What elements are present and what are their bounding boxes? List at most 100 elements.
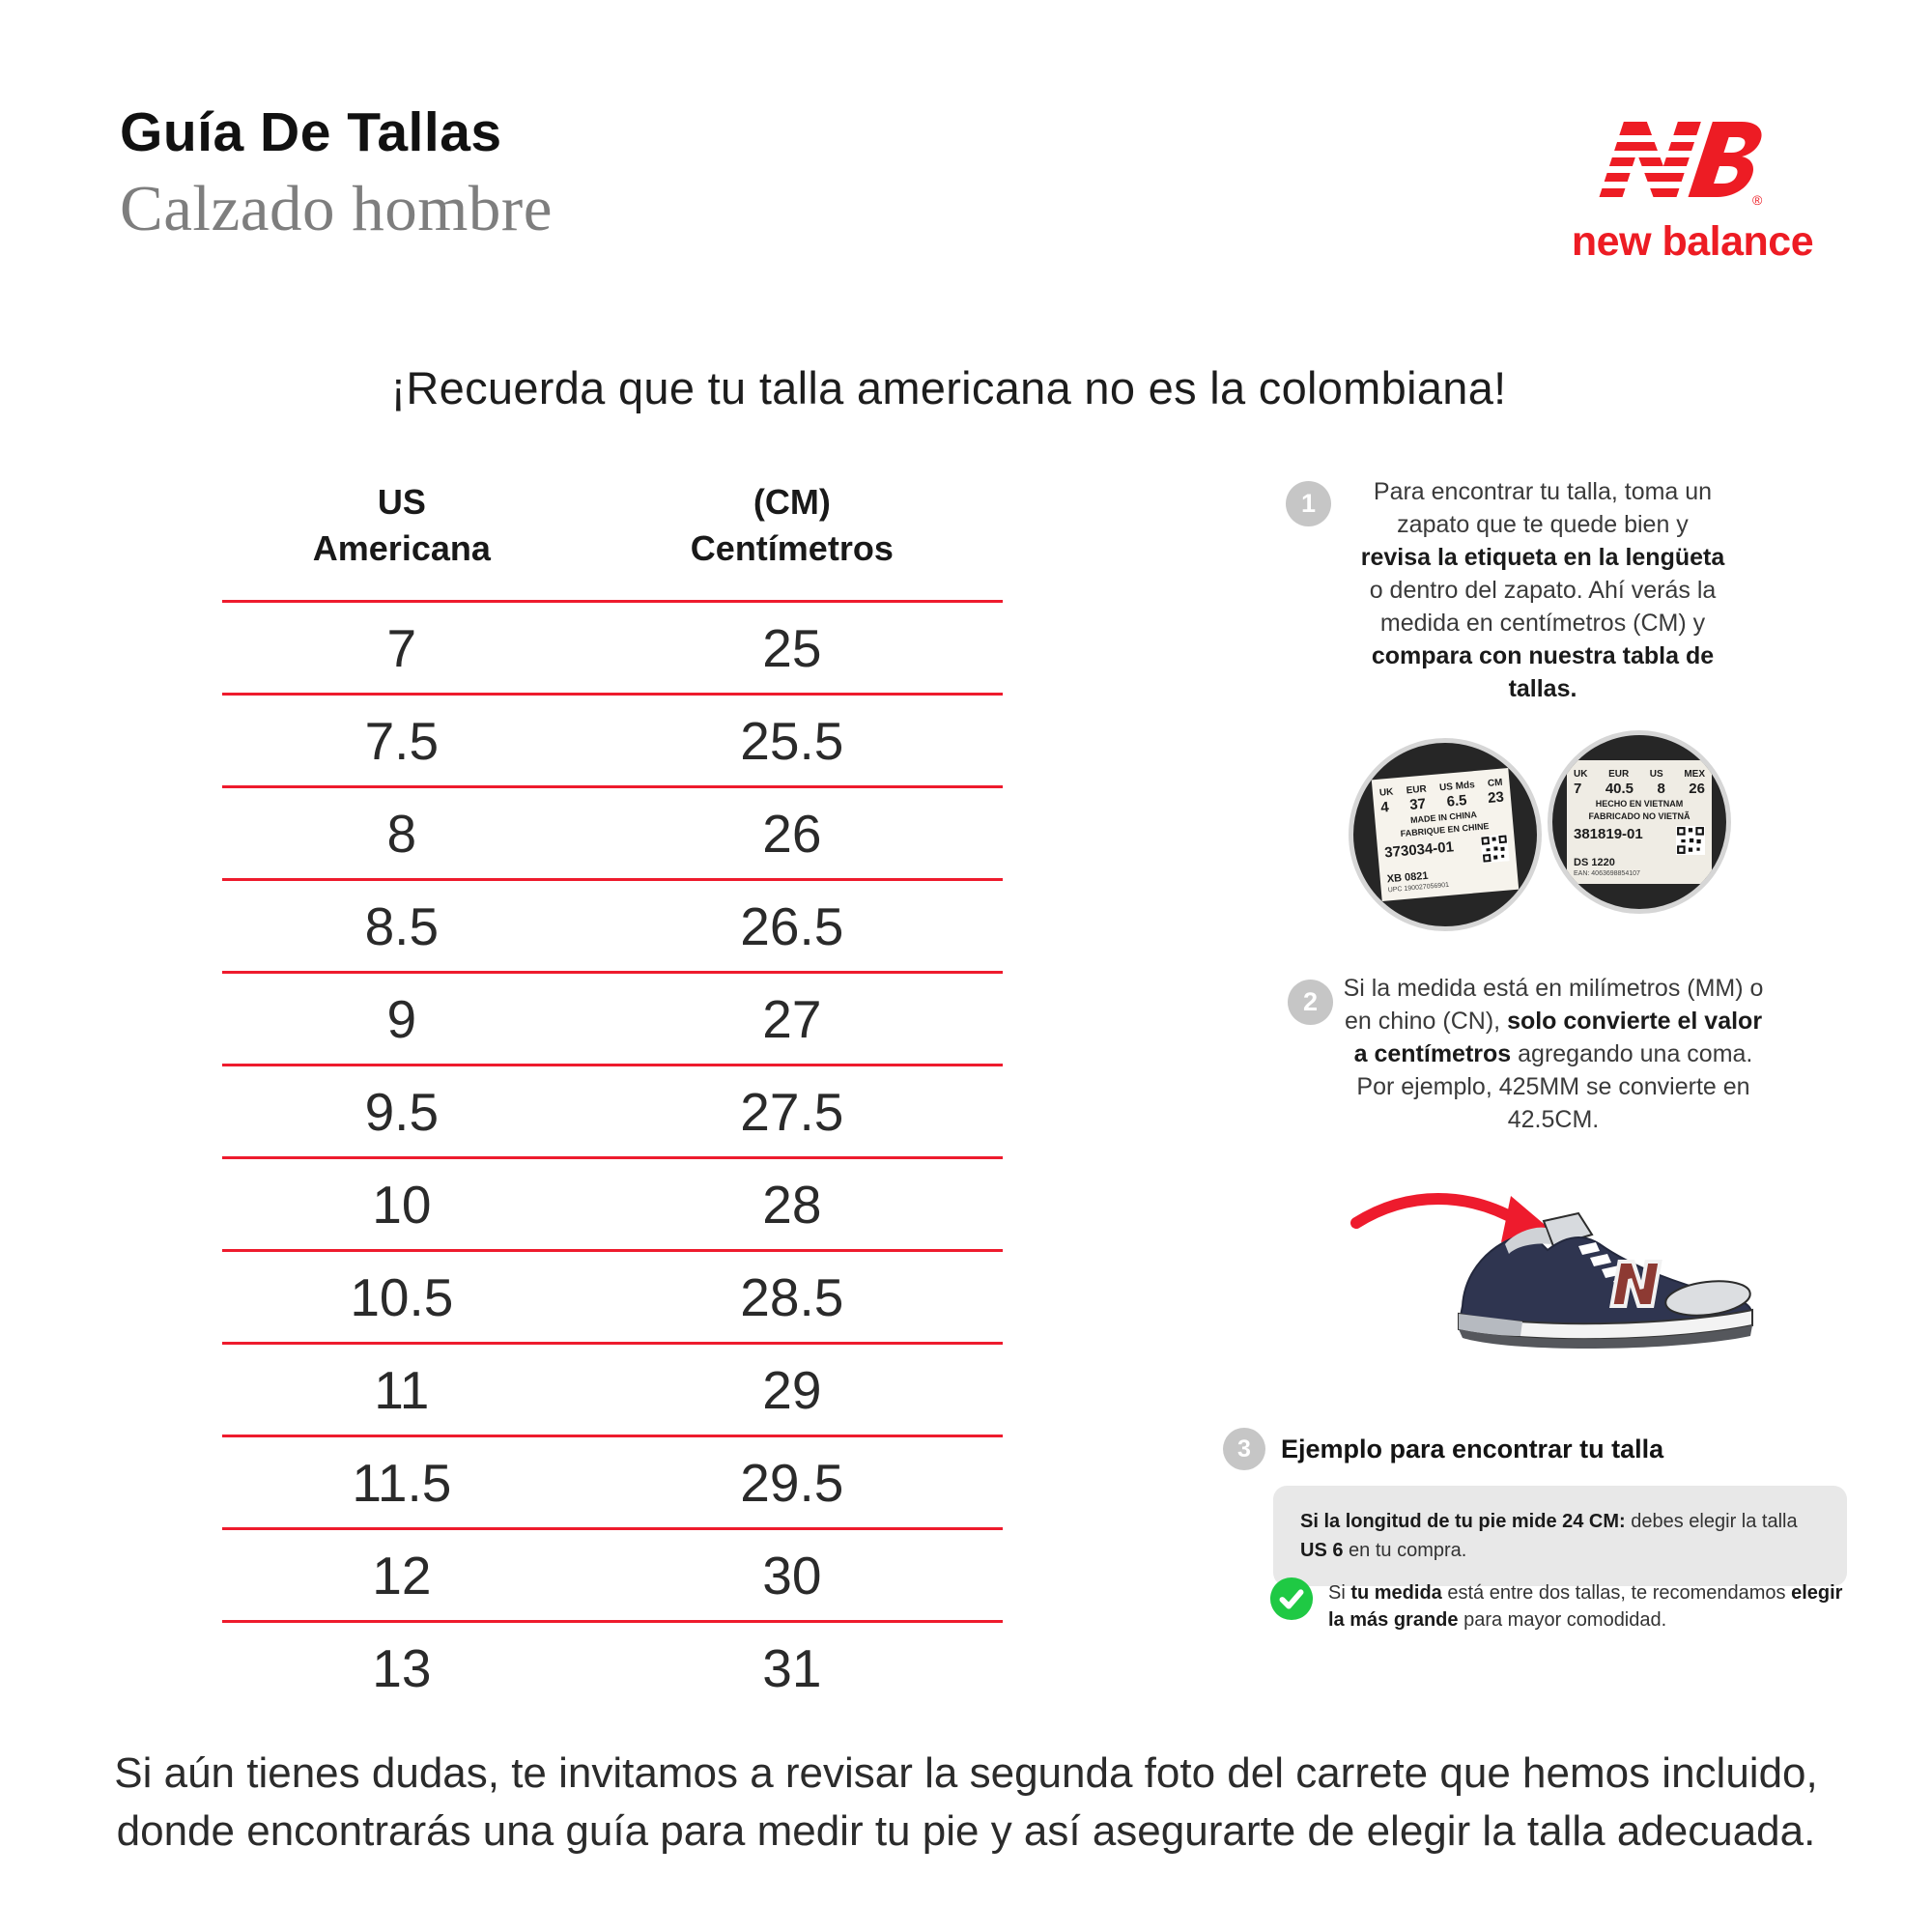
shoe-tongue-label: UK EUR US Mds CM 4 37 6.5 23 MADE IN CHI… — [1371, 768, 1520, 901]
label-col: UK — [1378, 786, 1394, 799]
label-val: 23 — [1487, 788, 1505, 807]
label-col: EUR — [1608, 769, 1630, 780]
label-col: EUR — [1406, 783, 1428, 797]
table-row: 8 26 — [222, 785, 1003, 878]
table-cell-us: 13 — [372, 1637, 432, 1698]
label-col: MEX — [1684, 769, 1705, 780]
step-2-badge: 2 — [1288, 980, 1333, 1025]
text-segment: Para encontrar tu talla, toma un zapato … — [1373, 478, 1713, 538]
table-cell-cm: 26.5 — [740, 895, 844, 956]
footer-line1: Si aún tienes dudas, te invitamos a revi… — [114, 1749, 1818, 1797]
text-segment: o dentro del zapato. Ahí verás la medida… — [1369, 577, 1717, 637]
step-2-text: Si la medida está en milímetros (MM) o e… — [1335, 972, 1772, 1136]
footer-note: Si aún tienes dudas, te invitamos a revi… — [106, 1745, 1826, 1861]
example-box: Si la longitud de tu pie mide 24 CM: deb… — [1273, 1486, 1847, 1586]
made-in-line2: FABRICADO NO VIETNÃ — [1588, 811, 1690, 821]
brand-wordmark: new balance — [1571, 218, 1814, 265]
step-3-heading: Ejemplo para encontrar tu talla — [1281, 1434, 1664, 1463]
text-bold-segment: tu medida — [1350, 1582, 1442, 1604]
col-us-line2: Americana — [312, 528, 491, 568]
step-1-badge: 1 — [1286, 481, 1331, 526]
page-title: Guía De Tallas — [120, 101, 502, 163]
text-bold-segment: elegir la más grande — [1328, 1582, 1843, 1631]
table-row: 8.5 26.5 — [222, 878, 1003, 971]
ean-line: EAN: 4063698854107 — [1574, 870, 1640, 877]
label-col: UK — [1574, 769, 1588, 780]
col-cm-line1: (CM) — [753, 482, 831, 522]
size-table-body: 7 25 7.5 25.5 8 26 8.5 26.5 9 27 9.5 27.5 10 28 10.5 28… — [222, 600, 1003, 1713]
label-val: 26 — [1689, 781, 1705, 797]
table-row: 11.5 29.5 — [222, 1435, 1003, 1527]
table-cell-cm: 28.5 — [740, 1266, 844, 1327]
footer-line2: donde encontrarás una guía para medir tu… — [116, 1807, 1816, 1855]
table-cell-cm: 30 — [762, 1545, 822, 1605]
table-row: 7.5 25.5 — [222, 693, 1003, 785]
registered-mark: ® — [1752, 192, 1763, 208]
table-cell-us: 8 — [386, 803, 417, 864]
table-row: 9 27 — [222, 971, 1003, 1064]
label-col: US — [1649, 769, 1663, 780]
text-bold-segment: solo convierte el valor a centímetros — [1353, 1008, 1763, 1067]
table-cell-us: 10.5 — [350, 1266, 454, 1327]
label-photo-right: UK EUR US MEX 7 40.5 8 26 HECHO EN VIETN… — [1548, 730, 1731, 914]
text-segment: agregando una coma. Por ejemplo, 425MM s… — [1356, 1040, 1753, 1133]
table-row: 13 31 — [222, 1620, 1003, 1713]
text-bold-segment: compara con nuestra tabla de tallas. — [1371, 642, 1715, 702]
table-cell-us: 10 — [372, 1174, 432, 1235]
sku-number: 373034-01 — [1383, 838, 1455, 862]
table-row: 12 30 — [222, 1527, 1003, 1620]
text-segment: para mayor comodidad. — [1458, 1609, 1667, 1631]
step-1-text: Para encontrar tu talla, toma un zapato … — [1360, 475, 1725, 705]
factory-row: DS 1220 — [1574, 857, 1615, 868]
table-row: 7 25 — [222, 600, 1003, 693]
step-3-badge: 3 — [1223, 1428, 1265, 1470]
table-cell-us: 8.5 — [364, 895, 440, 956]
column-header-cm: (CM) Centímetros — [582, 475, 1003, 600]
text-bold-segment: US 6 — [1300, 1540, 1344, 1561]
table-row: 10.5 28.5 — [222, 1249, 1003, 1342]
table-cell-cm: 27.5 — [740, 1081, 844, 1142]
table-cell-cm: 25 — [762, 617, 822, 678]
table-row: 11 29 — [222, 1342, 1003, 1435]
label-val: 37 — [1408, 795, 1427, 814]
table-row: 9.5 27.5 — [222, 1064, 1003, 1156]
text-segment: está entre dos tallas, te recomendamos — [1441, 1582, 1792, 1604]
header: Guía De Tallas Calzado hombre — [120, 100, 553, 246]
qr-code — [1480, 834, 1510, 864]
table-cell-us: 11 — [374, 1359, 430, 1420]
size-table-header: US Americana (CM) Centímetros — [222, 475, 1003, 600]
table-cell-cm: 28 — [762, 1174, 822, 1235]
qr-code — [1676, 826, 1705, 855]
step-2: 2 Si la medida está en milímetros (MM) o… — [1281, 972, 1822, 1136]
reminder-heading: ¡Recuerda que tu talla americana no es l… — [390, 362, 1507, 413]
tip-text: Si tu medida está entre dos tallas, te r… — [1328, 1577, 1850, 1634]
text-bold-segment: revisa la etiqueta en la lengüeta — [1360, 544, 1725, 571]
shoe-illustration — [1341, 1182, 1777, 1364]
label-val: 4 — [1379, 799, 1390, 816]
table-cell-cm: 27 — [762, 988, 822, 1049]
step-3: 3 Ejemplo para encontrar tu talla — [1223, 1428, 1663, 1470]
table-cell-cm: 25.5 — [740, 710, 844, 771]
table-cell-cm: 31 — [762, 1637, 822, 1698]
check-icon — [1269, 1577, 1314, 1621]
shoe-tongue-label: UK EUR US MEX 7 40.5 8 26 HECHO EN VIETN… — [1567, 760, 1712, 884]
text-segment: debes elegir la talla — [1625, 1511, 1798, 1532]
col-us-line1: US — [377, 482, 426, 522]
label-val: 8 — [1657, 781, 1665, 797]
text-segment: Si la medida está en milímetros (MM) o e… — [1343, 975, 1764, 1035]
table-cell-cm: 29.5 — [740, 1452, 844, 1513]
recommendation-tip: Si tu medida está entre dos tallas, te r… — [1269, 1577, 1859, 1634]
table-cell-cm: 26 — [762, 803, 822, 864]
table-row: 10 28 — [222, 1156, 1003, 1249]
table-cell-us: 7 — [386, 617, 417, 678]
page-subtitle: Calzado hombre — [120, 173, 553, 244]
sneaker-drawing — [1458, 1211, 1753, 1350]
label-val: 40.5 — [1605, 781, 1634, 797]
made-in-line: HECHO EN VIETNAM — [1595, 799, 1684, 809]
label-val: 6.5 — [1445, 791, 1468, 810]
col-cm-line2: Centímetros — [690, 528, 894, 568]
label-col: CM — [1487, 777, 1503, 789]
table-cell-us: 9.5 — [364, 1081, 440, 1142]
arrow-icon — [1350, 1193, 1524, 1229]
